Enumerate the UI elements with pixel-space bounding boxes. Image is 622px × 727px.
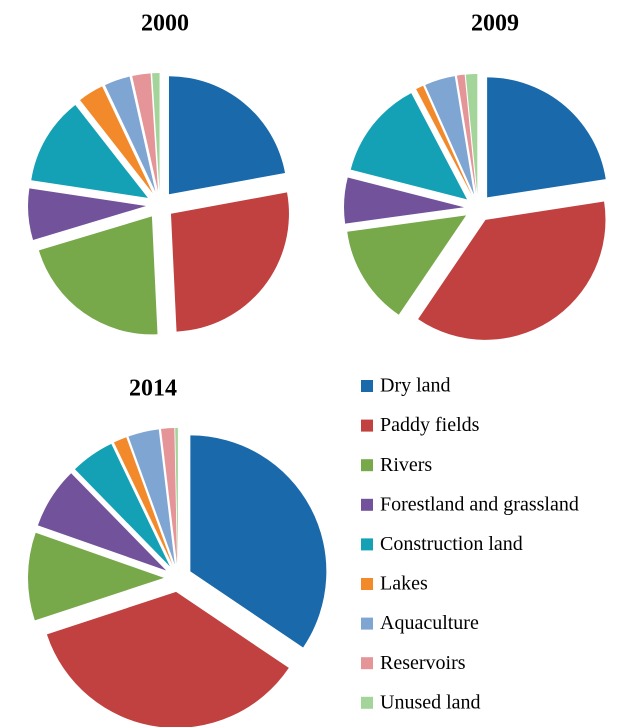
pie-slice	[350, 93, 468, 200]
pie-slice	[416, 85, 472, 196]
legend-label: Reservoirs	[380, 652, 466, 674]
legend-swatch	[361, 617, 373, 630]
legend-swatch	[361, 696, 373, 709]
legend-swatch	[361, 657, 373, 670]
legend-swatch	[361, 419, 373, 432]
legend-label: Construction land	[380, 533, 523, 555]
pie-slice	[113, 437, 173, 566]
legend-swatch	[361, 538, 373, 551]
legend-label: Lakes	[380, 573, 428, 595]
pie-slice	[175, 428, 178, 565]
pie-slice	[132, 73, 159, 192]
pie-slice	[80, 86, 153, 194]
pie-slice	[104, 76, 156, 192]
pie-slice	[456, 74, 477, 195]
pie-slice	[37, 473, 167, 571]
chart-title: 2009	[471, 11, 519, 37]
pie-slice	[170, 192, 289, 332]
legend-swatch	[361, 578, 373, 590]
pie-slice	[28, 188, 147, 240]
legend-swatch	[361, 380, 373, 392]
pie-slice	[46, 591, 289, 727]
pie-slice	[418, 201, 606, 340]
pie-slice	[465, 74, 478, 195]
chart-title: 2000	[141, 11, 189, 37]
pie-slice	[74, 443, 170, 567]
pie-slice	[161, 428, 178, 565]
legend-label: Unused land	[380, 691, 481, 713]
pie-slice	[31, 104, 148, 198]
pie-slice	[347, 215, 467, 315]
legend-label: Rivers	[380, 454, 432, 476]
pie-slice	[152, 73, 160, 192]
legend-swatch	[361, 459, 373, 472]
pie-slice	[28, 532, 165, 621]
legend-label: Dry land	[380, 375, 451, 397]
pie-slice	[128, 429, 175, 565]
pie-slice	[168, 76, 286, 195]
legend-label: Paddy fields	[380, 414, 480, 436]
pie-slice	[344, 177, 465, 224]
legend-swatch	[361, 498, 373, 511]
pie-slice	[190, 435, 327, 648]
legend-label: Aquaculture	[380, 612, 479, 634]
chart-title: 2014	[129, 376, 177, 402]
pie-slice	[38, 216, 158, 335]
pie-slice	[487, 77, 606, 198]
pie-slice	[425, 76, 474, 195]
legend-label: Forestland and grassland	[380, 493, 579, 515]
